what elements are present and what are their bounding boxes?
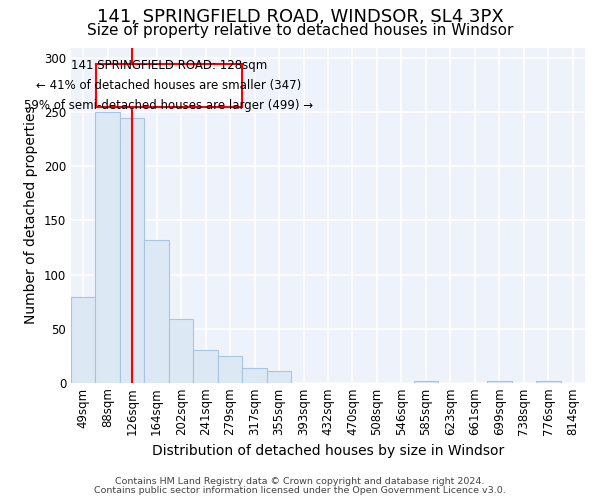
Bar [120, 118, 145, 382]
Text: 141 SPRINGFIELD ROAD: 128sqm
← 41% of detached houses are smaller (347)
59% of s: 141 SPRINGFIELD ROAD: 128sqm ← 41% of de… [25, 59, 313, 112]
Text: Contains HM Land Registry data © Crown copyright and database right 2024.: Contains HM Land Registry data © Crown c… [115, 477, 485, 486]
FancyBboxPatch shape [96, 64, 242, 107]
Text: Size of property relative to detached houses in Windsor: Size of property relative to detached ho… [87, 22, 513, 38]
Bar [71, 298, 95, 382]
Y-axis label: Number of detached properties: Number of detached properties [25, 106, 38, 324]
Bar [193, 350, 218, 382]
Text: 141, SPRINGFIELD ROAD, WINDSOR, SL4 3PX: 141, SPRINGFIELD ROAD, WINDSOR, SL4 3PX [97, 8, 503, 26]
Bar [169, 319, 193, 382]
X-axis label: Distribution of detached houses by size in Windsor: Distribution of detached houses by size … [152, 444, 504, 458]
Bar [242, 368, 267, 382]
Bar [536, 380, 560, 382]
Bar [487, 380, 512, 382]
Bar [218, 356, 242, 382]
Text: Contains public sector information licensed under the Open Government Licence v3: Contains public sector information licen… [94, 486, 506, 495]
Bar [145, 240, 169, 382]
Bar [95, 112, 120, 382]
Bar [267, 371, 291, 382]
Bar [413, 380, 438, 382]
